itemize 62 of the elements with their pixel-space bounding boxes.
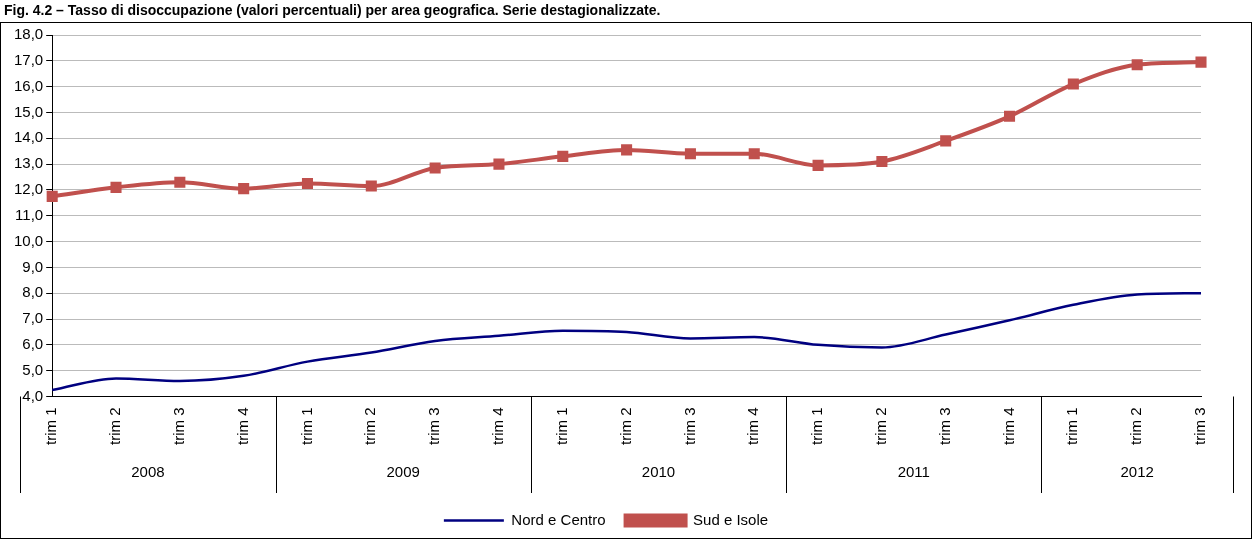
x-tick-label: trim 1	[42, 407, 60, 445]
point	[1067, 78, 1079, 90]
legend-label: Sud e Isole	[693, 510, 769, 528]
point	[748, 148, 760, 160]
text: 2008	[131, 463, 165, 481]
point	[876, 155, 888, 168]
line-series	[50, 291, 1203, 392]
text: 2010	[641, 463, 676, 481]
y-tick-label: 9,0	[22, 257, 44, 275]
text: 2011	[897, 463, 930, 481]
x-tick-label: trim 1	[297, 407, 315, 445]
x-tick-label: trim 3	[425, 407, 443, 445]
point	[812, 159, 824, 171]
point	[1195, 56, 1207, 68]
point	[1004, 110, 1016, 122]
x-tick-label: trim 4	[744, 407, 762, 445]
x-tick-label: trim 3	[169, 407, 187, 445]
point	[46, 190, 58, 202]
point	[110, 181, 122, 193]
legend-label: Nord e Centro	[511, 510, 606, 528]
x-tick-label: trim 1	[552, 407, 570, 445]
point	[301, 177, 314, 190]
point	[557, 150, 569, 162]
y-tick-label: 4,0	[22, 386, 44, 404]
y-tick-label: 10,0	[13, 231, 44, 249]
y-tick-label: 14,0	[13, 128, 44, 146]
point	[621, 144, 633, 156]
point	[238, 183, 250, 195]
point	[365, 180, 377, 192]
y-tick-label: 13,0	[13, 154, 44, 172]
x-tick-label: trim 3	[935, 407, 953, 445]
x-tick-label: trim 1	[1063, 407, 1081, 445]
y-tick-label: 15,0	[13, 102, 44, 120]
y-tick-label: 6,0	[22, 335, 44, 352]
point	[174, 176, 186, 188]
point	[429, 162, 441, 174]
chart-title: Fig. 4.2 – Tasso di disoccupazione (valori percentuali) per area geografica. Serie destagionalizzate.	[3, 1, 662, 20]
x-tick-label: trim 2	[361, 407, 379, 445]
x-tick-label: trim 2	[1127, 407, 1145, 445]
x-tick-label: trim 2	[616, 407, 634, 445]
point	[1131, 59, 1143, 71]
y-tick-label: 7,0	[22, 309, 44, 327]
x-tick-label: trim 2	[106, 407, 124, 445]
y-tick-label: 16,0	[13, 76, 44, 94]
y-tick-label: 17,0	[13, 50, 44, 68]
point	[940, 135, 952, 147]
y-tick-label: 18,0	[13, 25, 44, 43]
x-tick-label: trim 1	[808, 407, 826, 445]
y-tick-label: 8,0	[22, 283, 44, 301]
text: 2009	[386, 463, 420, 481]
x-tick-label: trim 2	[872, 407, 890, 445]
y-tick-label: 11,0	[15, 205, 44, 223]
y-tick-label: 12,0	[13, 180, 44, 198]
x-tick-label: trim 4	[233, 407, 251, 445]
point	[493, 158, 505, 170]
point	[684, 148, 696, 160]
x-tick-label: trim 3	[1191, 407, 1209, 445]
x-tick-label: trim 4	[999, 407, 1017, 445]
x-tick-label: trim 4	[489, 407, 507, 445]
y-tick-label: 5,0	[22, 360, 44, 378]
text: 2012	[1120, 463, 1154, 481]
x-tick-label: trim 3	[680, 407, 698, 445]
